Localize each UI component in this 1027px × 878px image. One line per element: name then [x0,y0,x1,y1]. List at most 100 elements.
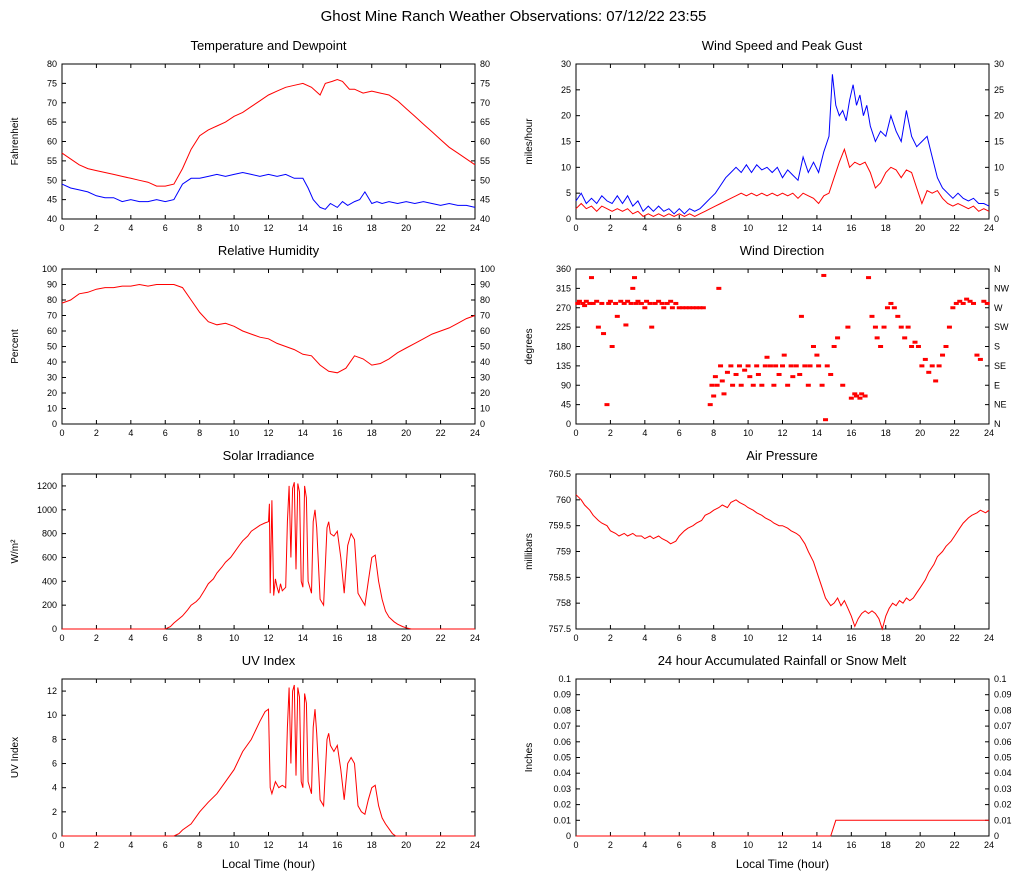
svg-text:80: 80 [480,59,490,69]
svg-text:100: 100 [42,264,57,274]
svg-text:24: 24 [470,840,480,850]
svg-text:0.05: 0.05 [553,753,571,763]
svg-text:50: 50 [47,175,57,185]
svg-text:NW: NW [994,283,1009,293]
svg-text:758: 758 [555,598,570,608]
chart-panel-temperature-dewpoint: Temperature and Dewpoint 0 2 4 6 8 10 12 14 16 18… [0,36,513,241]
svg-text:12: 12 [777,223,787,233]
svg-text:70: 70 [480,98,490,108]
chart-panel-pressure: Air Pressure 0 2 4 6 8 10 12 14 16 18 20 22 24 757.5 7… [514,446,1027,651]
svg-text:100: 100 [480,264,495,274]
svg-text:600: 600 [42,552,57,562]
svg-text:NE: NE [994,400,1007,410]
svg-text:0.03: 0.03 [553,784,571,794]
svg-text:12: 12 [777,633,787,643]
air-pressure-chart: 0 2 4 6 8 10 12 14 16 18 20 22 24757.5758758.5759759… [524,469,994,643]
svg-text:5: 5 [565,188,570,198]
svg-text:22: 22 [949,428,959,438]
svg-text:0: 0 [565,214,570,224]
svg-text:0.09: 0.09 [553,690,571,700]
svg-text:2: 2 [607,840,612,850]
svg-text:22: 22 [949,223,959,233]
svg-text:55: 55 [480,156,490,166]
rainfall-chart: 0 2 4 6 8 10 12 14 16 18 20 22 240 00.01 0.010.02 0.020… [524,674,1012,871]
svg-text:200: 200 [42,600,57,610]
svg-text:22: 22 [949,840,959,850]
svg-text:8: 8 [711,428,716,438]
svg-text:UV Index: UV Index [10,737,21,778]
svg-text:0: 0 [573,223,578,233]
svg-text:10: 10 [229,633,239,643]
svg-text:8: 8 [52,734,57,744]
svg-text:0: 0 [573,633,578,643]
svg-text:15: 15 [560,137,570,147]
svg-text:20: 20 [401,428,411,438]
chart-title-uv: UV Index [241,653,296,668]
svg-text:80: 80 [47,295,57,305]
svg-text:180: 180 [555,342,570,352]
svg-text:16: 16 [332,840,342,850]
svg-text:6: 6 [163,840,168,850]
svg-text:16: 16 [332,428,342,438]
svg-text:90: 90 [47,280,57,290]
chart-panel-wind-speed: Wind Speed and Peak Gust 0 2 4 6 8 10 12 14 16 18… [514,36,1027,241]
chart-title-solar: Solar Irradiance [222,448,315,463]
svg-text:14: 14 [811,633,821,643]
svg-text:20: 20 [47,388,57,398]
svg-text:24: 24 [983,428,993,438]
svg-text:10: 10 [47,404,57,414]
svg-text:6: 6 [676,633,681,643]
svg-text:0.02: 0.02 [553,800,571,810]
svg-text:0.09: 0.09 [994,690,1012,700]
svg-text:6: 6 [676,840,681,850]
svg-text:0: 0 [573,428,578,438]
svg-text:22: 22 [436,223,446,233]
svg-text:E: E [994,380,1000,390]
svg-text:0.04: 0.04 [994,768,1012,778]
svg-text:8: 8 [711,633,716,643]
svg-text:30: 30 [994,59,1004,69]
svg-text:2: 2 [94,428,99,438]
svg-text:55: 55 [47,156,57,166]
svg-text:0: 0 [52,831,57,841]
svg-text:2: 2 [607,633,612,643]
svg-text:18: 18 [367,428,377,438]
svg-text:60: 60 [47,326,57,336]
svg-text:80: 80 [480,295,490,305]
svg-text:50: 50 [480,175,490,185]
svg-text:0: 0 [59,840,64,850]
svg-text:0: 0 [565,419,570,429]
svg-text:4: 4 [128,633,133,643]
svg-text:10: 10 [743,840,753,850]
svg-text:65: 65 [480,117,490,127]
svg-text:65: 65 [47,117,57,127]
svg-text:90: 90 [480,280,490,290]
svg-text:315: 315 [555,283,570,293]
svg-text:18: 18 [367,633,377,643]
svg-text:SW: SW [994,322,1009,332]
svg-text:30: 30 [47,373,57,383]
svg-text:0.01: 0.01 [553,815,571,825]
svg-text:24: 24 [470,633,480,643]
chart-panel-humidity: Relative Humidity 0 2 4 6 8 10 12 14 16 18 20 22 24 0… [0,241,513,446]
svg-text:2: 2 [607,223,612,233]
svg-text:0.08: 0.08 [553,705,571,715]
chart-title-temperature-dewpoint: Temperature and Dewpoint [190,38,347,53]
svg-text:45: 45 [560,400,570,410]
svg-text:0: 0 [480,419,485,429]
svg-text:2: 2 [94,840,99,850]
svg-text:40: 40 [47,357,57,367]
svg-text:12: 12 [263,428,273,438]
svg-text:2: 2 [94,223,99,233]
svg-text:16: 16 [332,633,342,643]
svg-text:millibars: millibars [524,533,535,570]
svg-text:50: 50 [480,342,490,352]
svg-text:20: 20 [915,840,925,850]
svg-text:60: 60 [47,137,57,147]
solar-irradiance-chart: 0 2 4 6 8 10 12 14 16 18 20 22 240200400600800100012… [10,473,480,643]
svg-text:4: 4 [128,428,133,438]
svg-text:2: 2 [607,428,612,438]
svg-text:14: 14 [811,223,821,233]
